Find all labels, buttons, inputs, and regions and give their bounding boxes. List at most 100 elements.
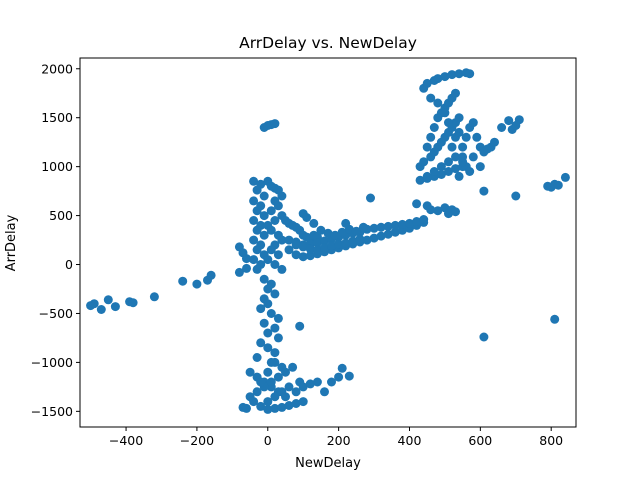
data-point — [341, 218, 351, 228]
data-point — [252, 206, 262, 216]
y-tick-label: −1500 — [31, 404, 73, 419]
data-point — [472, 132, 482, 142]
data-point — [458, 142, 468, 152]
x-tick-label: −200 — [180, 433, 214, 448]
data-point — [305, 379, 315, 389]
data-point — [270, 323, 280, 333]
data-point — [291, 250, 301, 260]
data-point — [281, 367, 290, 377]
x-tick-label: 800 — [539, 433, 563, 448]
data-point — [355, 234, 365, 244]
data-point — [128, 298, 138, 308]
data-point — [256, 304, 266, 314]
data-point — [451, 207, 460, 217]
data-point — [252, 353, 262, 362]
data-point — [465, 167, 475, 176]
data-point — [433, 206, 443, 216]
data-point — [305, 251, 315, 261]
data-point — [330, 230, 340, 240]
data-point — [266, 206, 276, 216]
x-tick-label: 600 — [468, 433, 492, 448]
data-point — [270, 348, 280, 358]
data-point — [277, 264, 287, 274]
data-point — [266, 279, 276, 289]
data-point — [298, 252, 308, 262]
data-point — [291, 387, 301, 397]
data-point — [436, 170, 446, 179]
data-point — [103, 295, 113, 305]
data-point — [263, 343, 273, 353]
data-point — [422, 142, 432, 152]
data-point — [337, 363, 347, 373]
data-point — [256, 338, 266, 348]
data-point — [277, 191, 287, 201]
data-point — [149, 292, 159, 302]
data-point — [270, 357, 280, 367]
data-point — [249, 176, 259, 186]
x-tick-label: 400 — [398, 433, 422, 448]
data-point — [390, 220, 400, 230]
data-point — [273, 250, 283, 260]
data-point — [273, 313, 283, 323]
data-point — [351, 226, 361, 236]
data-point — [405, 218, 414, 228]
data-point — [376, 231, 386, 241]
data-point — [270, 260, 280, 269]
data-point — [458, 152, 468, 162]
data-point — [270, 392, 280, 402]
data-point — [337, 227, 347, 237]
data-point — [252, 387, 262, 397]
data-point — [252, 185, 262, 195]
data-point — [256, 377, 266, 387]
data-point — [383, 229, 393, 239]
data-point — [277, 402, 287, 412]
data-point — [312, 238, 322, 248]
data-point — [490, 137, 499, 147]
data-point — [249, 235, 259, 245]
data-point — [412, 199, 422, 209]
data-point — [479, 186, 489, 196]
data-point — [479, 332, 489, 342]
data-point — [263, 299, 273, 309]
data-point — [320, 387, 329, 397]
data-point — [369, 223, 379, 233]
data-point — [358, 222, 368, 232]
data-point — [426, 93, 436, 103]
data-point — [422, 171, 432, 181]
data-point — [263, 328, 273, 338]
data-point — [468, 152, 478, 162]
data-point — [390, 227, 400, 237]
data-point — [234, 267, 244, 277]
data-point — [454, 171, 464, 181]
data-point — [259, 191, 269, 201]
data-point — [298, 382, 308, 392]
data-point — [451, 164, 460, 174]
data-point — [444, 167, 453, 176]
data-point — [252, 225, 262, 235]
data-point — [252, 264, 262, 274]
data-point — [263, 367, 273, 377]
data-point — [440, 108, 450, 118]
data-point — [440, 72, 450, 82]
data-point — [273, 201, 283, 211]
data-point — [302, 213, 312, 222]
data-point — [397, 219, 407, 229]
data-point — [284, 235, 294, 245]
y-tick-label: 1500 — [41, 110, 73, 125]
data-point — [242, 254, 251, 264]
data-point — [433, 74, 443, 84]
data-point — [320, 236, 329, 246]
x-axis: −400 −200 0 200 400 600 800 — [109, 427, 563, 448]
data-point — [444, 157, 453, 167]
data-point — [327, 241, 336, 251]
chart-title: ArrDelay vs. NewDelay — [239, 34, 417, 52]
data-point — [259, 230, 269, 240]
data-point — [429, 167, 439, 176]
data-point — [465, 69, 475, 79]
data-point — [263, 255, 273, 265]
data-point — [178, 276, 188, 286]
x-axis-label: NewDelay — [295, 456, 361, 471]
data-point — [245, 392, 255, 402]
y-tick-label: 2000 — [41, 61, 73, 76]
data-point — [309, 218, 319, 228]
